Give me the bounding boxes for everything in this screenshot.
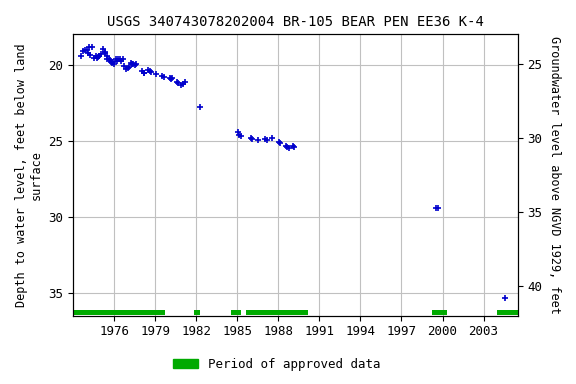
Point (98, 46, 107, 52)
Point (100, 49, 109, 55)
Point (118, 56, 127, 63)
Point (131, 61, 141, 67)
Point (236, 133, 245, 139)
Point (158, 73, 167, 79)
Point (80, 46, 89, 53)
Point (86, 52, 95, 58)
Point (284, 145, 293, 151)
Point (122, 65, 131, 71)
Legend: Period of approved data: Period of approved data (168, 353, 385, 376)
Y-axis label: Depth to water level, feet below land
surface: Depth to water level, feet below land su… (15, 43, 43, 307)
Point (165, 75, 175, 81)
Point (288, 143, 297, 149)
Point (147, 68, 156, 74)
Point (78, 48, 88, 54)
Point (195, 103, 204, 109)
Point (160, 74, 169, 80)
Point (262, 137, 271, 143)
Point (139, 70, 148, 76)
Point (103, 56, 112, 62)
Point (145, 68, 154, 74)
Point (268, 136, 277, 142)
Point (276, 140, 285, 146)
Point (82, 47, 92, 53)
Y-axis label: Groundwater level above NGVD 1929, feet: Groundwater level above NGVD 1929, feet (548, 36, 561, 314)
Point (130, 62, 139, 68)
Point (105, 57, 114, 63)
Point (97, 51, 106, 57)
Point (84, 50, 93, 56)
Point (172, 79, 181, 85)
Point (140, 70, 149, 76)
Point (235, 132, 244, 138)
Point (166, 76, 176, 82)
Point (283, 144, 292, 150)
Point (104, 56, 113, 63)
Point (233, 129, 242, 135)
Point (112, 58, 122, 64)
Point (500, 295, 509, 301)
Point (88, 44, 97, 50)
Point (144, 67, 153, 73)
Point (433, 205, 442, 212)
Point (261, 136, 270, 142)
Point (90, 55, 99, 61)
Point (126, 60, 135, 66)
Point (173, 80, 183, 86)
Point (137, 68, 146, 74)
Point (85, 44, 94, 50)
Point (77, 53, 86, 59)
Point (91, 53, 100, 60)
Point (129, 61, 138, 67)
Point (115, 56, 124, 63)
Point (101, 50, 110, 56)
Point (168, 75, 177, 81)
Point (290, 144, 299, 150)
Point (111, 56, 120, 63)
Point (127, 61, 137, 67)
Point (93, 54, 103, 60)
Point (108, 60, 118, 66)
Point (94, 53, 104, 59)
Point (114, 56, 123, 62)
Point (119, 63, 128, 70)
Point (180, 79, 190, 85)
Point (109, 61, 119, 67)
Point (107, 60, 116, 66)
Point (92, 55, 101, 61)
Point (248, 136, 257, 142)
Point (107, 59, 116, 65)
Point (179, 81, 188, 87)
Point (432, 205, 441, 211)
Point (176, 82, 185, 88)
Point (247, 136, 256, 142)
Point (275, 138, 284, 144)
Title: USGS 340743078202004 BR-105 BEAR PEN EE36 K-4: USGS 340743078202004 BR-105 BEAR PEN EE3… (107, 15, 484, 29)
Point (125, 64, 134, 70)
Point (253, 137, 263, 143)
Point (116, 58, 126, 64)
Point (281, 143, 290, 149)
Point (151, 71, 161, 77)
Point (102, 53, 111, 60)
Point (123, 65, 132, 71)
